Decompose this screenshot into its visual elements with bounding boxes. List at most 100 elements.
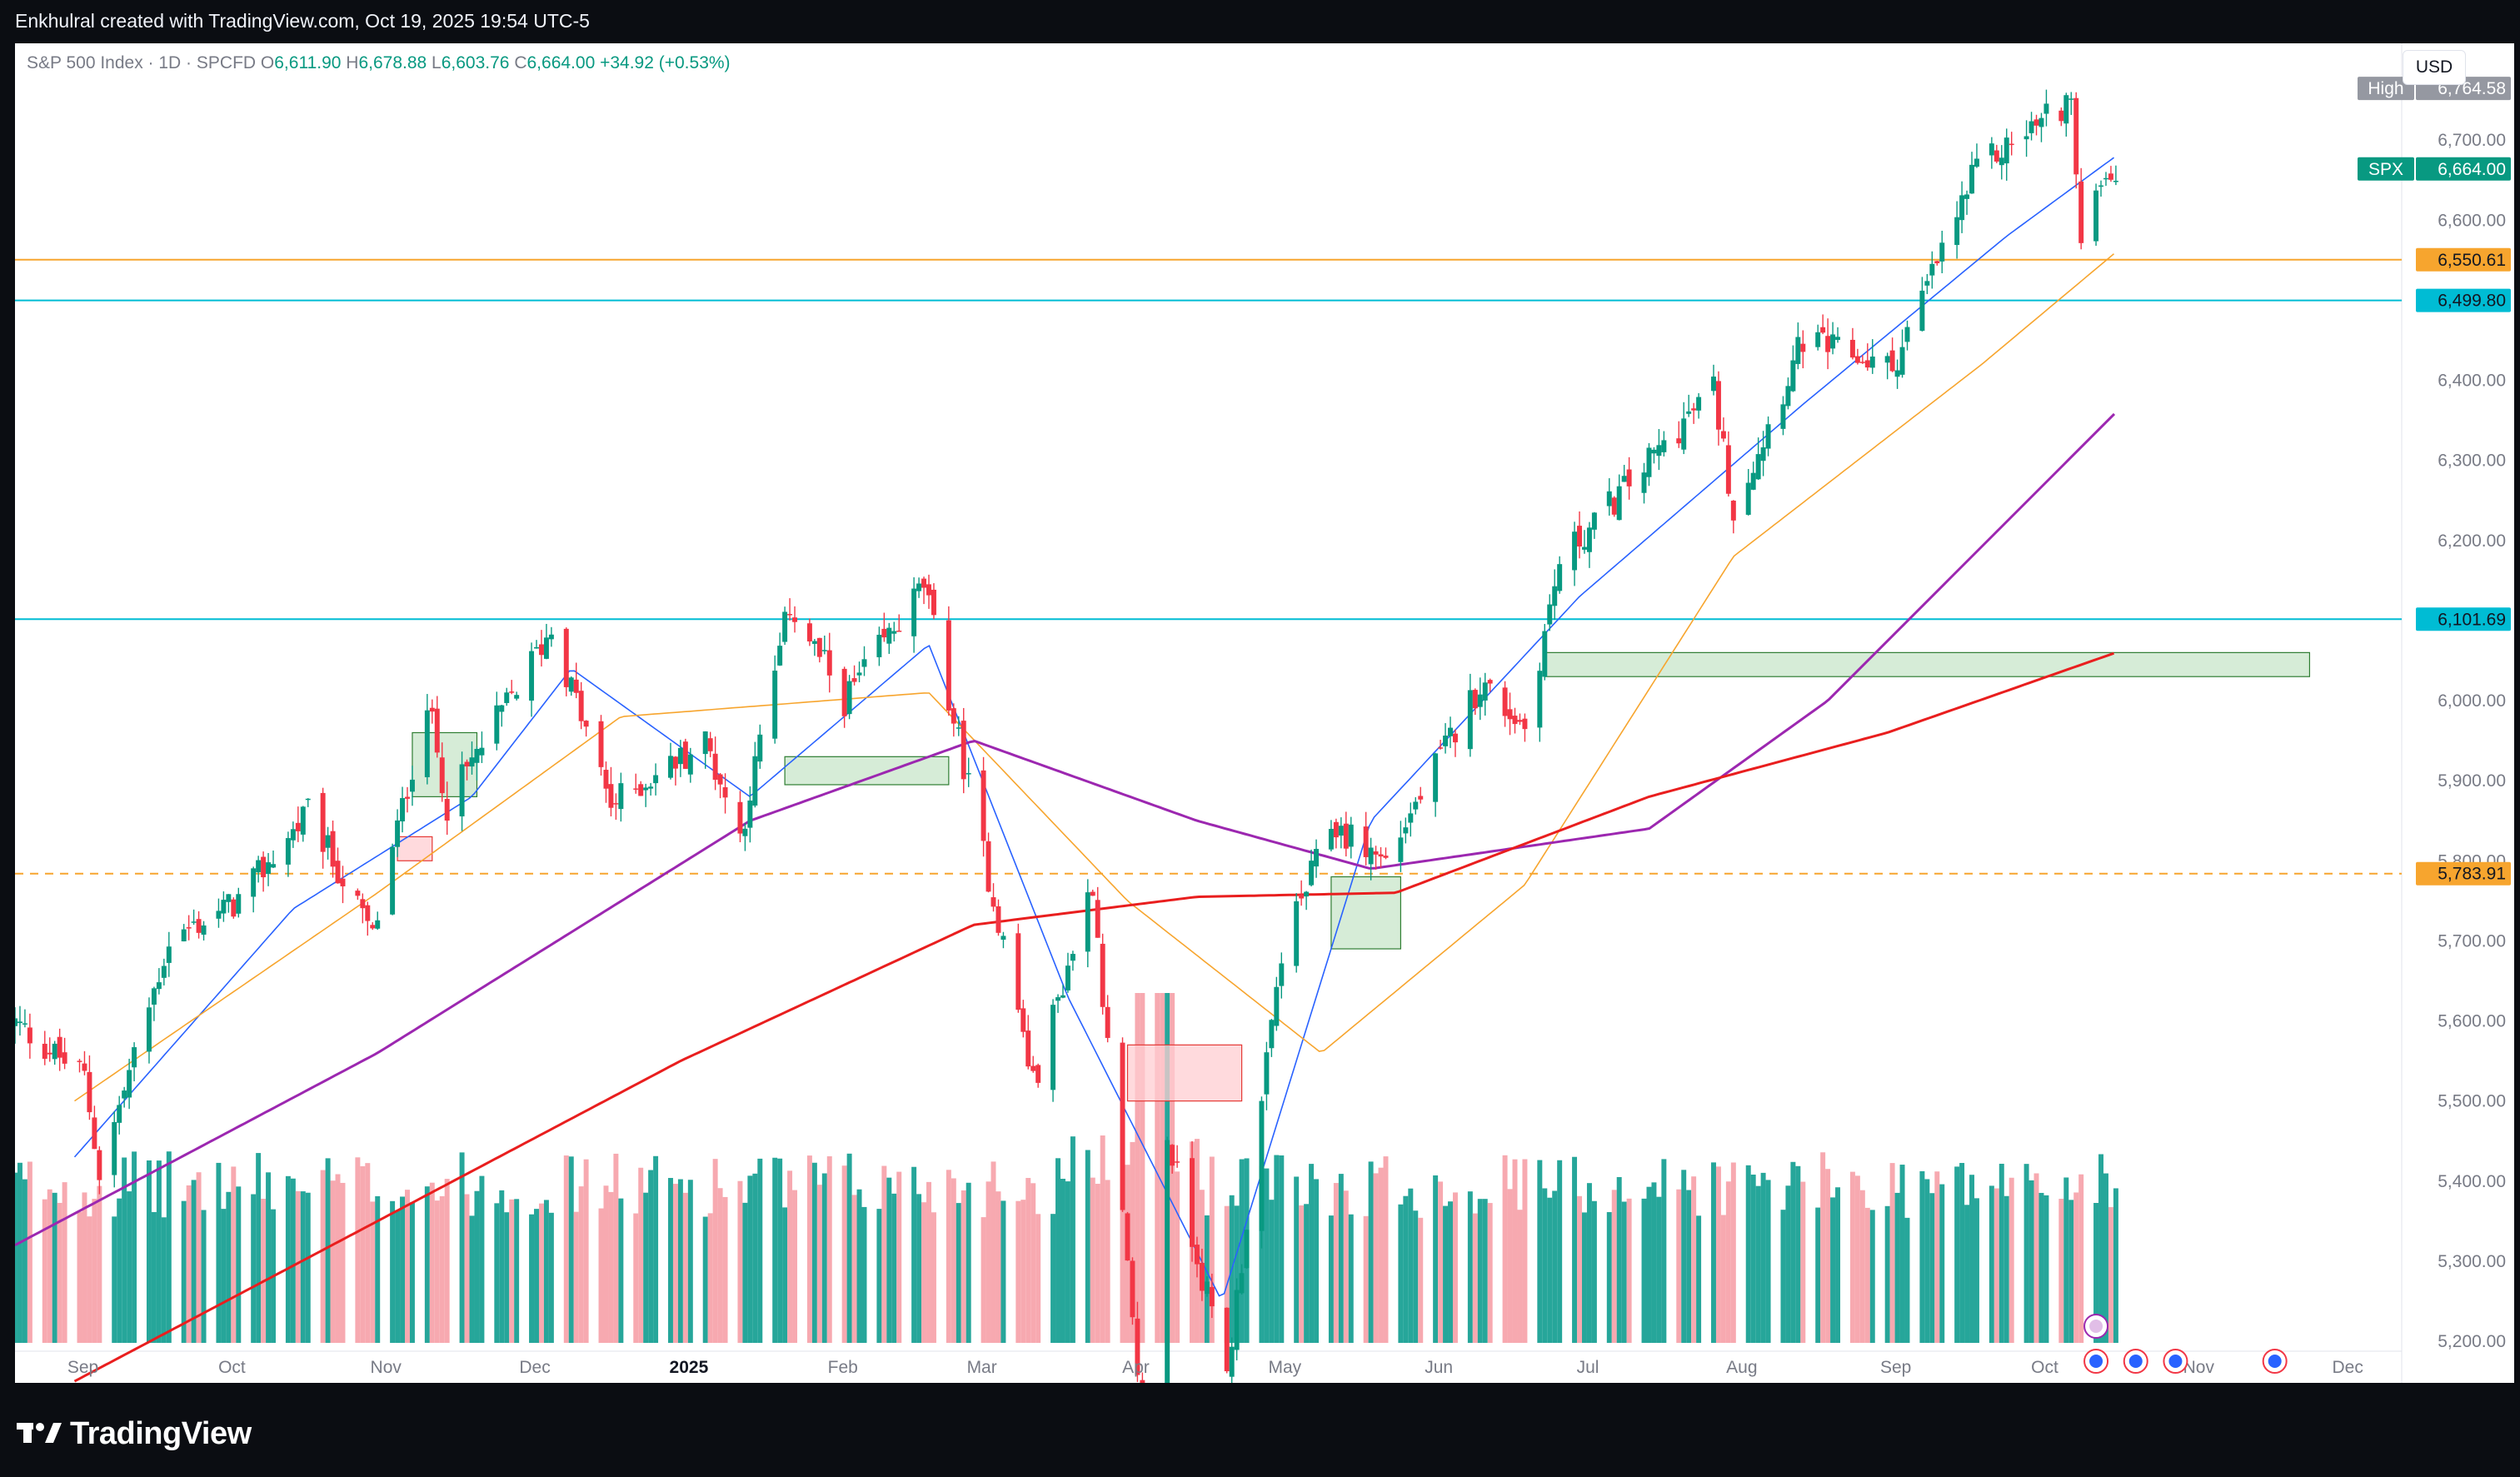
candle-body [638,784,644,796]
candle-body [841,668,847,716]
candle-body [548,634,554,640]
candle-body [335,861,341,884]
candle-body [1338,826,1344,836]
candle-body [87,1071,92,1113]
candle-body [1760,447,1766,462]
volume-bar [841,1165,847,1343]
candle-body [1720,431,1726,439]
volume-bar [400,1196,406,1343]
candle-body [1989,143,1994,156]
chart-frame[interactable]: 6,700.006,600.006,500.006,400.006,300.00… [15,43,2514,1383]
price-label-box [2416,288,2511,312]
candle-body [961,721,966,780]
volume-bar [1859,1190,1865,1343]
volume-bar [236,1186,242,1343]
volume-bar [1095,1184,1100,1343]
volume-bar [757,1158,763,1343]
volume-bar [335,1174,341,1343]
volume-bar [707,1213,713,1343]
candlestick-chart[interactable]: 6,700.006,600.006,500.006,400.006,300.00… [15,43,2514,1383]
candle-body [677,747,683,765]
volume-bar [956,1203,961,1343]
price-label-box [2416,607,2511,631]
candle-body [2078,181,2084,243]
candle-body [1969,164,1974,194]
y-tick-label: 5,700.00 [2438,931,2506,951]
low-label: L [432,53,442,72]
volume-bar [951,1178,956,1343]
volume-bar [1259,1165,1265,1343]
candle-body [1795,337,1801,364]
candle-body [1512,716,1518,725]
volume-bar [1090,1177,1095,1343]
candle-body [1765,424,1771,449]
candle-body [320,792,326,852]
volume-bar [667,1178,673,1343]
symbol-name[interactable]: S&P 500 Index · 1D · SPCFD [27,53,257,72]
volume-bar [1070,1136,1075,1343]
tradingview-logo[interactable]: TradingView [17,1416,252,1453]
volume-bar [1725,1181,1731,1343]
volume-bar [439,1195,445,1343]
volume-bar [543,1200,549,1343]
candle-body [1443,736,1449,746]
candle-body [1304,891,1310,897]
candle-body [1030,1065,1036,1071]
zones [397,651,2311,1102]
volume-bar [1299,1205,1305,1343]
volume-bar [633,1213,639,1343]
volume-bar [156,1160,162,1343]
currency-button[interactable]: USD [2403,50,2466,85]
candle-body [1239,1273,1245,1294]
price-label-value: 6,664.00 [2438,160,2506,179]
price-label-box [2416,247,2511,272]
volume-bar [320,1170,326,1343]
candle-body [613,803,619,805]
candle-body [186,927,192,929]
candle-body [1586,527,1592,552]
candle-body [1557,564,1563,591]
volume-bar [77,1211,82,1343]
candle-body [583,721,589,727]
event-flag-dot [2089,1355,2103,1368]
candle-body [122,1090,127,1099]
candle-body [1651,449,1657,454]
volume-bar [1413,1210,1419,1343]
candle-body [1849,339,1855,358]
y-tick-label: 6,200.00 [2438,531,2506,551]
volume-bar [846,1153,852,1343]
close-label: C [514,53,527,72]
volume-bar [325,1158,331,1343]
candle-body [429,707,435,712]
volume-bar [1606,1212,1612,1343]
candle-body [1309,861,1315,886]
candle-body [464,761,470,767]
volume-bar [1477,1199,1483,1343]
volume-bar [22,1179,27,1343]
candle-body [896,631,902,632]
volume-bar [777,1158,783,1343]
candle-body [712,753,718,781]
candle-body [1864,360,1870,368]
volume-bar [1001,1200,1006,1343]
candle-body [633,788,639,790]
volume-bar [583,1159,589,1343]
volume-bar [1616,1176,1622,1343]
candle-body [687,754,693,775]
volume-bar [1085,1150,1090,1343]
volume-bar [1482,1199,1488,1343]
volume-bar [782,1207,788,1343]
candle-body [290,829,296,841]
candle-body [1194,1245,1200,1265]
high-value: 6,678.88 [358,53,427,72]
volume-bar [2103,1173,2108,1343]
volume-bar [196,1172,202,1343]
candle-body [821,650,827,651]
volume-bar [1309,1164,1315,1343]
candle-body [543,637,549,659]
candle-body [236,894,242,914]
volume-bar [186,1185,192,1343]
volume-bar [1999,1163,2004,1343]
brand-name: TradingView [70,1416,252,1451]
candle-body [1859,362,1865,363]
